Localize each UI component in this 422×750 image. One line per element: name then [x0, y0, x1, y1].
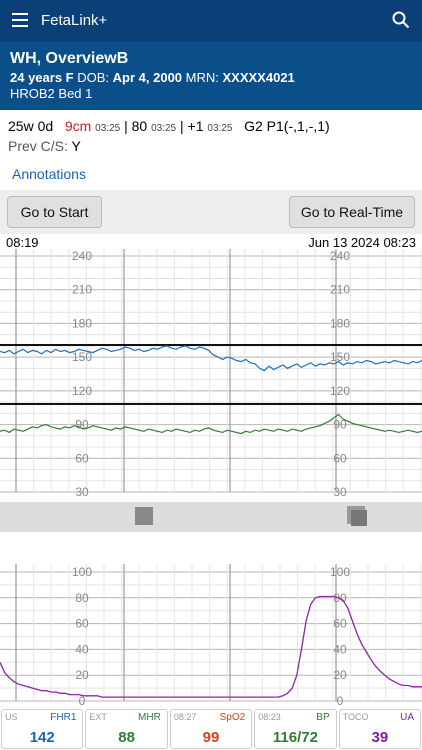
fhr-scale-label: 90	[333, 418, 347, 432]
fhr-scale-label: 120	[72, 384, 92, 398]
go-to-start-button[interactable]: Go to Start	[7, 196, 102, 228]
vital-label: UA	[400, 712, 415, 723]
fhr-scale-label: 180	[330, 316, 350, 330]
timeline-end: Jun 13 2024 08:23	[308, 235, 416, 250]
prev-cs-label: Prev C/S:	[8, 138, 68, 154]
fhr-trace	[0, 345, 422, 372]
fhr-scale-label: 30	[75, 485, 89, 499]
station-time: 03:25	[207, 123, 233, 134]
fhr-scale-label: 180	[72, 316, 92, 330]
annotations-link[interactable]: Annotations	[12, 166, 86, 182]
patient-location: HROB2 Bed 1	[10, 86, 93, 101]
patient-banner: WH, OverviewB 24 years F DOB: Apr 4, 200…	[0, 42, 422, 110]
patient-demographics: 24 years F DOB: Apr 4, 2000 MRN: XXXXX40…	[10, 70, 295, 85]
vital-value: 99	[202, 729, 220, 746]
toco-scale-label: 100	[330, 565, 350, 579]
fhr-scale-label: 30	[333, 485, 347, 499]
dob-label: DOB:	[77, 70, 110, 85]
toco-scale-label: 20	[333, 668, 347, 682]
station: +1	[187, 118, 204, 134]
vital-ua[interactable]: TOCO UA 39	[338, 709, 422, 749]
toco-scale-label: 80	[75, 591, 89, 605]
patient-dob: Apr 4, 2000	[112, 70, 183, 85]
fhr-scale-label: 210	[72, 283, 92, 297]
event-marker-stack-front[interactable]	[351, 510, 367, 526]
vital-label: MHR	[138, 712, 161, 723]
vital-bp[interactable]: 08:23 BP 116/72	[254, 709, 337, 749]
toco-scale-label: 20	[75, 668, 89, 682]
fhr-scale-labels: 240 240 210 210 180 180 150 150 120 120 90 90 60 60 30…	[72, 249, 350, 499]
vital-time: 08:27	[173, 712, 197, 722]
fetal-strip[interactable]: 240 240 210 210 180 180 150 150 120 120 90 90 60 60 30…	[0, 249, 422, 707]
app-title: FetaLink+	[41, 12, 108, 29]
fhr-scale-label: 150	[330, 350, 350, 364]
vitals-bar: US FHR1 142 EXT MHR 88 08:27 SpO2 99 08:…	[0, 708, 422, 750]
toco-scale-label: 0	[79, 694, 86, 707]
normal-range-bottom	[0, 403, 422, 405]
search-icon[interactable]	[392, 11, 410, 29]
vital-value: 142	[29, 729, 55, 746]
fhr-grid	[0, 249, 422, 493]
navigation-bar: Go to Start Go to Real-Time	[0, 190, 422, 234]
fhr-scale-label: 210	[330, 283, 350, 297]
menu-icon[interactable]	[12, 13, 28, 27]
vital-source: US	[5, 712, 18, 722]
prev-cs-value: Y	[71, 138, 81, 154]
ua-trace	[0, 595, 422, 698]
toco-scale-label: 60	[333, 617, 347, 631]
toco-scale-label: 40	[75, 642, 89, 656]
normal-range-top	[0, 344, 422, 346]
fhr-scale-label: 150	[72, 350, 92, 364]
fhr-scale-label: 90	[75, 418, 89, 432]
mhr-trace	[0, 413, 422, 435]
dilation-time: 03:25	[95, 123, 121, 134]
go-to-realtime-button[interactable]: Go to Real-Time	[289, 196, 415, 228]
vital-time: 08:23	[258, 712, 281, 722]
app-header: FetaLink+	[0, 0, 422, 42]
dilation: 9cm	[64, 118, 92, 134]
vital-source: TOCO	[342, 712, 369, 722]
patient-mrn: XXXXX4021	[222, 70, 295, 85]
effacement: 80	[131, 118, 148, 134]
toco-scale-label: 0	[337, 694, 344, 707]
fhr-scale-label: 120	[330, 384, 350, 398]
vital-spo2[interactable]: 08:27 SpO2 99	[169, 709, 253, 749]
vital-label: FHR1	[50, 712, 77, 723]
vital-mhr[interactable]: EXT MHR 88	[85, 709, 168, 749]
vital-label: SpO2	[219, 712, 246, 723]
gestational-age: 25w 0d	[8, 118, 54, 134]
labor-status: 25w 0d 9cm 03:25 | 80 03:25 | +1 03:25 G…	[8, 118, 330, 134]
prev-cs: Prev C/S: Y	[8, 138, 81, 154]
mrn-label: MRN:	[185, 70, 219, 85]
patient-name: WH, OverviewB	[10, 50, 129, 67]
vital-source: EXT	[89, 712, 107, 722]
fhr-scale-label: 60	[333, 451, 347, 465]
event-marker[interactable]	[135, 507, 153, 525]
fhr-scale-label: 240	[330, 249, 350, 263]
patient-age-sex: 24 years F	[10, 70, 74, 85]
fhr-scale-label: 240	[72, 249, 92, 263]
effacement-time: 03:25	[151, 123, 177, 134]
toco-scale-label: 60	[75, 617, 89, 631]
toco-grid	[0, 564, 422, 702]
vital-label: BP	[316, 712, 330, 723]
vital-fhr1[interactable]: US FHR1 142	[1, 709, 84, 749]
gravida-para: G2 P1(-,1,-,1)	[244, 118, 330, 134]
toco-scale-label: 100	[72, 565, 92, 579]
vital-value: 88	[118, 729, 135, 746]
toco-scale-label: 40	[333, 642, 347, 656]
vital-value: 116/72	[272, 729, 318, 746]
fhr-scale-label: 60	[75, 451, 89, 465]
timeline-start: 08:19	[6, 235, 39, 250]
vital-value: 39	[371, 729, 389, 746]
